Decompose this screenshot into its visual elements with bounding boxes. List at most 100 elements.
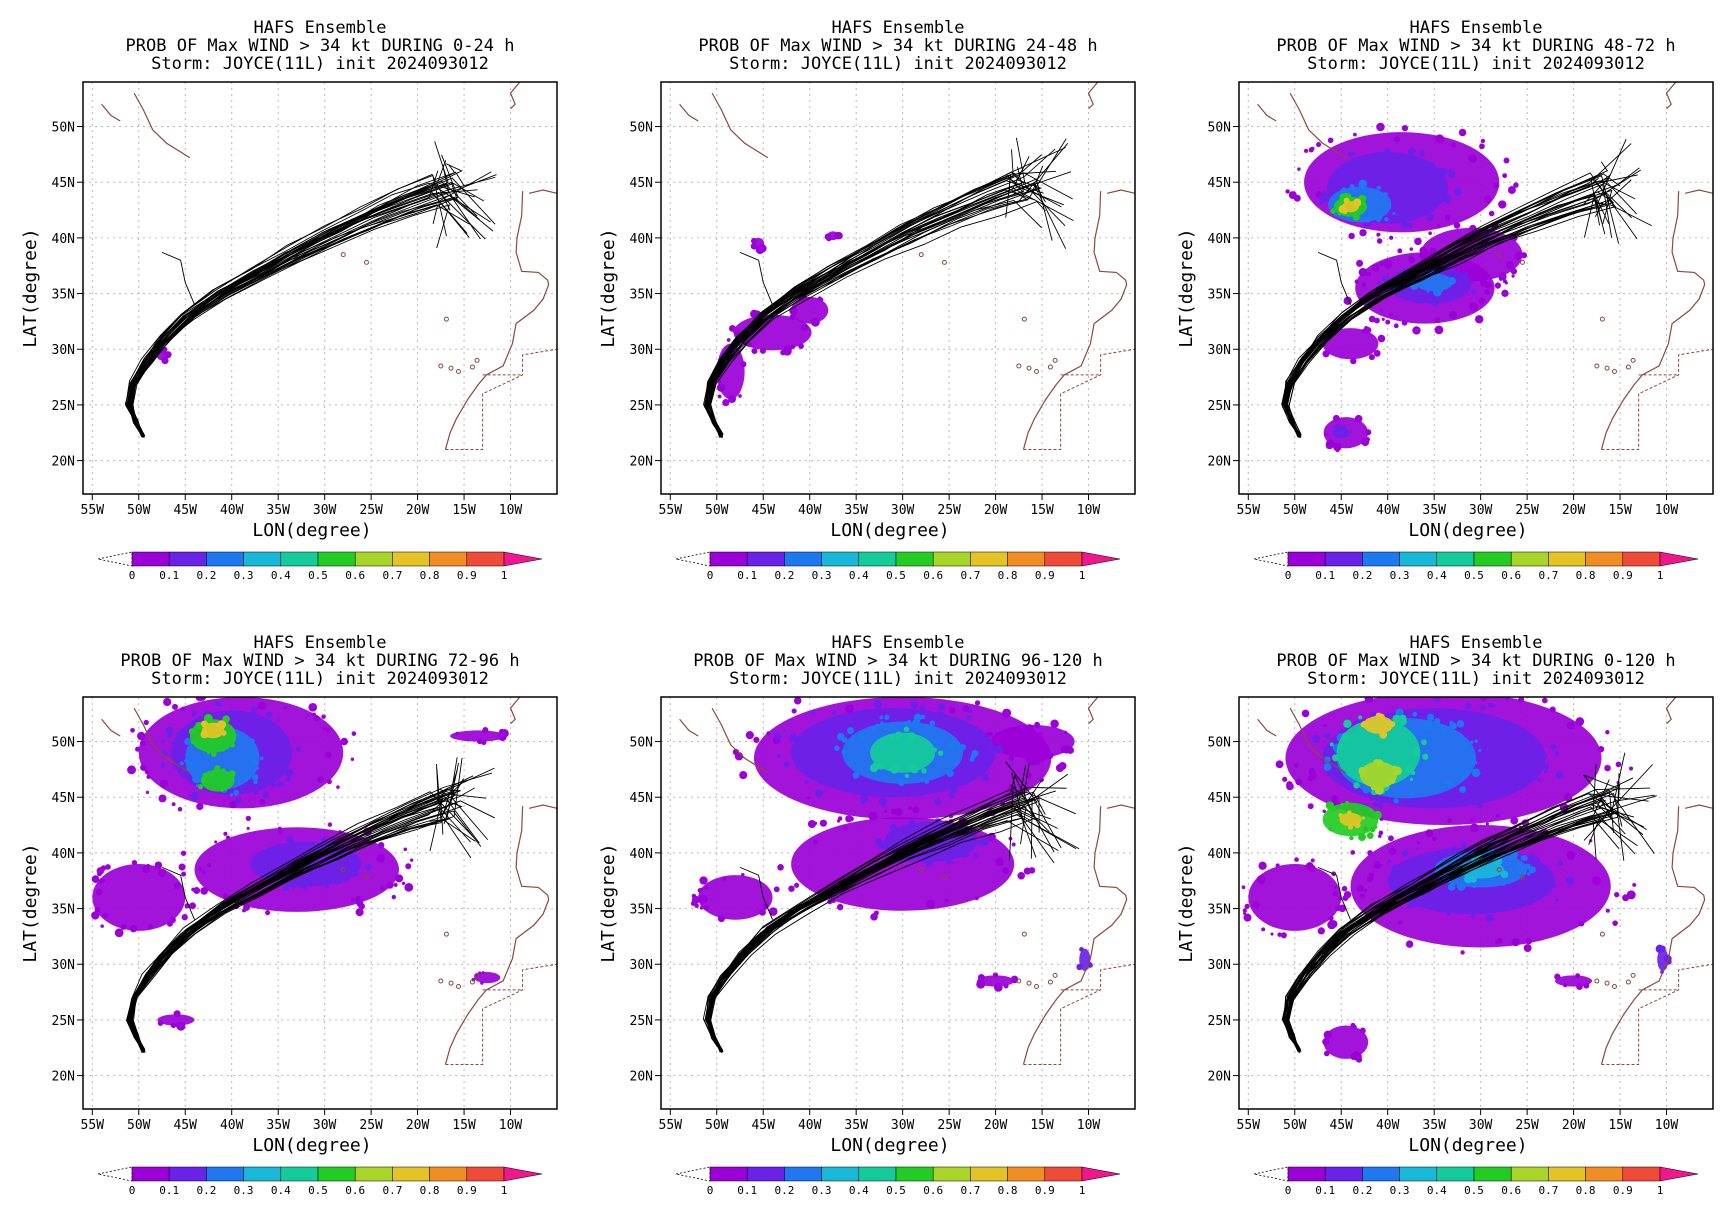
country-border	[1601, 963, 1713, 1065]
probability-speckle	[1555, 771, 1564, 780]
y-tick-label: 50N	[630, 121, 653, 136]
probability-speckle	[1501, 882, 1506, 886]
probability-speckle	[277, 826, 282, 831]
chart-title-line: PROB OF Max WIND > 34 kt DURING 72-96 h	[120, 651, 519, 671]
probability-speckle	[1524, 863, 1531, 870]
probability-speckle	[876, 762, 885, 770]
probability-speckle	[350, 897, 356, 903]
probability-speckle	[728, 395, 737, 403]
probability-speckle	[1428, 231, 1432, 236]
colorbar-label: 0.9	[1035, 569, 1055, 582]
probability-speckle	[956, 852, 962, 858]
chart-title-line: HAFS Ensemble	[831, 633, 964, 653]
y-tick-label: 30N	[1208, 958, 1231, 973]
probability-speckle	[1433, 902, 1442, 911]
probability-speckle	[243, 774, 250, 781]
colorbar-swatch	[429, 551, 468, 567]
map-area	[1239, 82, 1713, 494]
colorbar-label: 0.5	[1464, 1184, 1484, 1197]
probability-speckle	[401, 881, 406, 886]
probability-speckle	[750, 243, 757, 250]
island-outline	[1047, 364, 1053, 370]
probability-speckle	[804, 780, 808, 785]
probability-speckle	[283, 706, 287, 710]
probability-speckle	[1528, 866, 1536, 874]
probability-speckle	[1356, 885, 1364, 893]
x-axis-label: LON(degree)	[252, 520, 371, 541]
probability-speckle	[257, 701, 267, 710]
x-tick-label: 50W	[127, 1118, 151, 1133]
probability-speckle	[1389, 879, 1397, 887]
island-outline	[918, 867, 924, 873]
probability-speckle	[158, 868, 167, 878]
x-tick-label: 25W	[359, 1118, 383, 1133]
probability-speckle	[1388, 777, 1396, 784]
ensemble-track	[1287, 774, 1615, 1051]
colorbar-label: 0.5	[886, 569, 906, 582]
probability-speckle	[836, 903, 844, 911]
colorbar-swatch	[354, 1166, 393, 1182]
ensemble-track	[706, 172, 1066, 438]
probability-speckle	[972, 734, 977, 739]
probability-speckle	[154, 861, 163, 869]
probability-speckle	[1293, 194, 1301, 202]
colorbar-swatch	[1399, 551, 1438, 567]
island-outline	[1021, 316, 1027, 322]
probability-speckle	[801, 323, 809, 331]
probability-speckle	[1360, 893, 1365, 899]
probability-speckle	[1310, 858, 1315, 863]
probability-speckle	[1525, 937, 1533, 945]
chart-title-line: HAFS Ensemble	[1409, 18, 1542, 38]
probability-speckle	[1261, 927, 1266, 932]
probability-speckle	[1575, 717, 1585, 726]
y-tick-label: 40N	[630, 232, 653, 247]
probability-speckle	[884, 714, 890, 720]
probability-speckle	[1404, 764, 1413, 774]
probability-speckle	[716, 383, 726, 392]
probability-speckle	[214, 700, 220, 706]
x-axis-label: LON(degree)	[1408, 1135, 1527, 1156]
probability-speckle	[926, 899, 935, 909]
x-tick-label: 20W	[984, 503, 1008, 518]
probability-speckle	[276, 780, 284, 788]
probability-speckle	[295, 746, 302, 752]
probability-speckle	[1458, 128, 1467, 137]
probability-speckle	[1413, 798, 1420, 805]
probability-speckle	[1474, 714, 1484, 723]
colorbar-label: 0.8	[420, 1184, 440, 1197]
probability-blob	[1323, 1025, 1369, 1059]
chart-title-line: HAFS Ensemble	[831, 18, 964, 38]
plot-frame	[1238, 696, 1714, 1110]
probability-speckle	[1353, 132, 1357, 137]
x-tick-label: 55W	[1237, 1118, 1261, 1133]
probability-speckle	[1383, 192, 1388, 197]
probability-speckle	[841, 749, 847, 755]
colorbar-swatch	[1362, 1166, 1400, 1182]
probability-speckle	[195, 697, 204, 702]
probability-speckle	[845, 704, 854, 714]
y-tick-label: 35N	[52, 903, 75, 918]
probability-speckle	[1488, 210, 1495, 217]
probability-speckle	[202, 772, 208, 778]
colorbar-label: 0.8	[998, 1184, 1018, 1197]
probability-speckle	[1366, 271, 1372, 277]
probability-speckle	[325, 751, 332, 758]
probability-speckle	[1361, 282, 1367, 288]
probability-speckle	[1419, 151, 1425, 157]
colorbar-label: 0.4	[1427, 1184, 1447, 1197]
x-tick-label: 35W	[844, 1118, 868, 1133]
probability-speckle	[1498, 200, 1507, 209]
probability-speckle	[984, 761, 991, 768]
probability-speckle	[1554, 973, 1561, 980]
probability-speckle	[1373, 810, 1382, 820]
probability-speckle	[722, 876, 727, 881]
probability-speckle	[1502, 279, 1507, 284]
probability-speckle	[1543, 769, 1548, 774]
probability-speckle	[1480, 138, 1486, 144]
x-tick-label: 45W	[1329, 503, 1353, 518]
colorbar-label: 0.1	[159, 1184, 179, 1197]
probability-speckle	[1421, 739, 1427, 746]
probability-speckle	[1440, 168, 1448, 176]
coastline	[509, 82, 521, 110]
probability-speckle	[1324, 756, 1331, 763]
